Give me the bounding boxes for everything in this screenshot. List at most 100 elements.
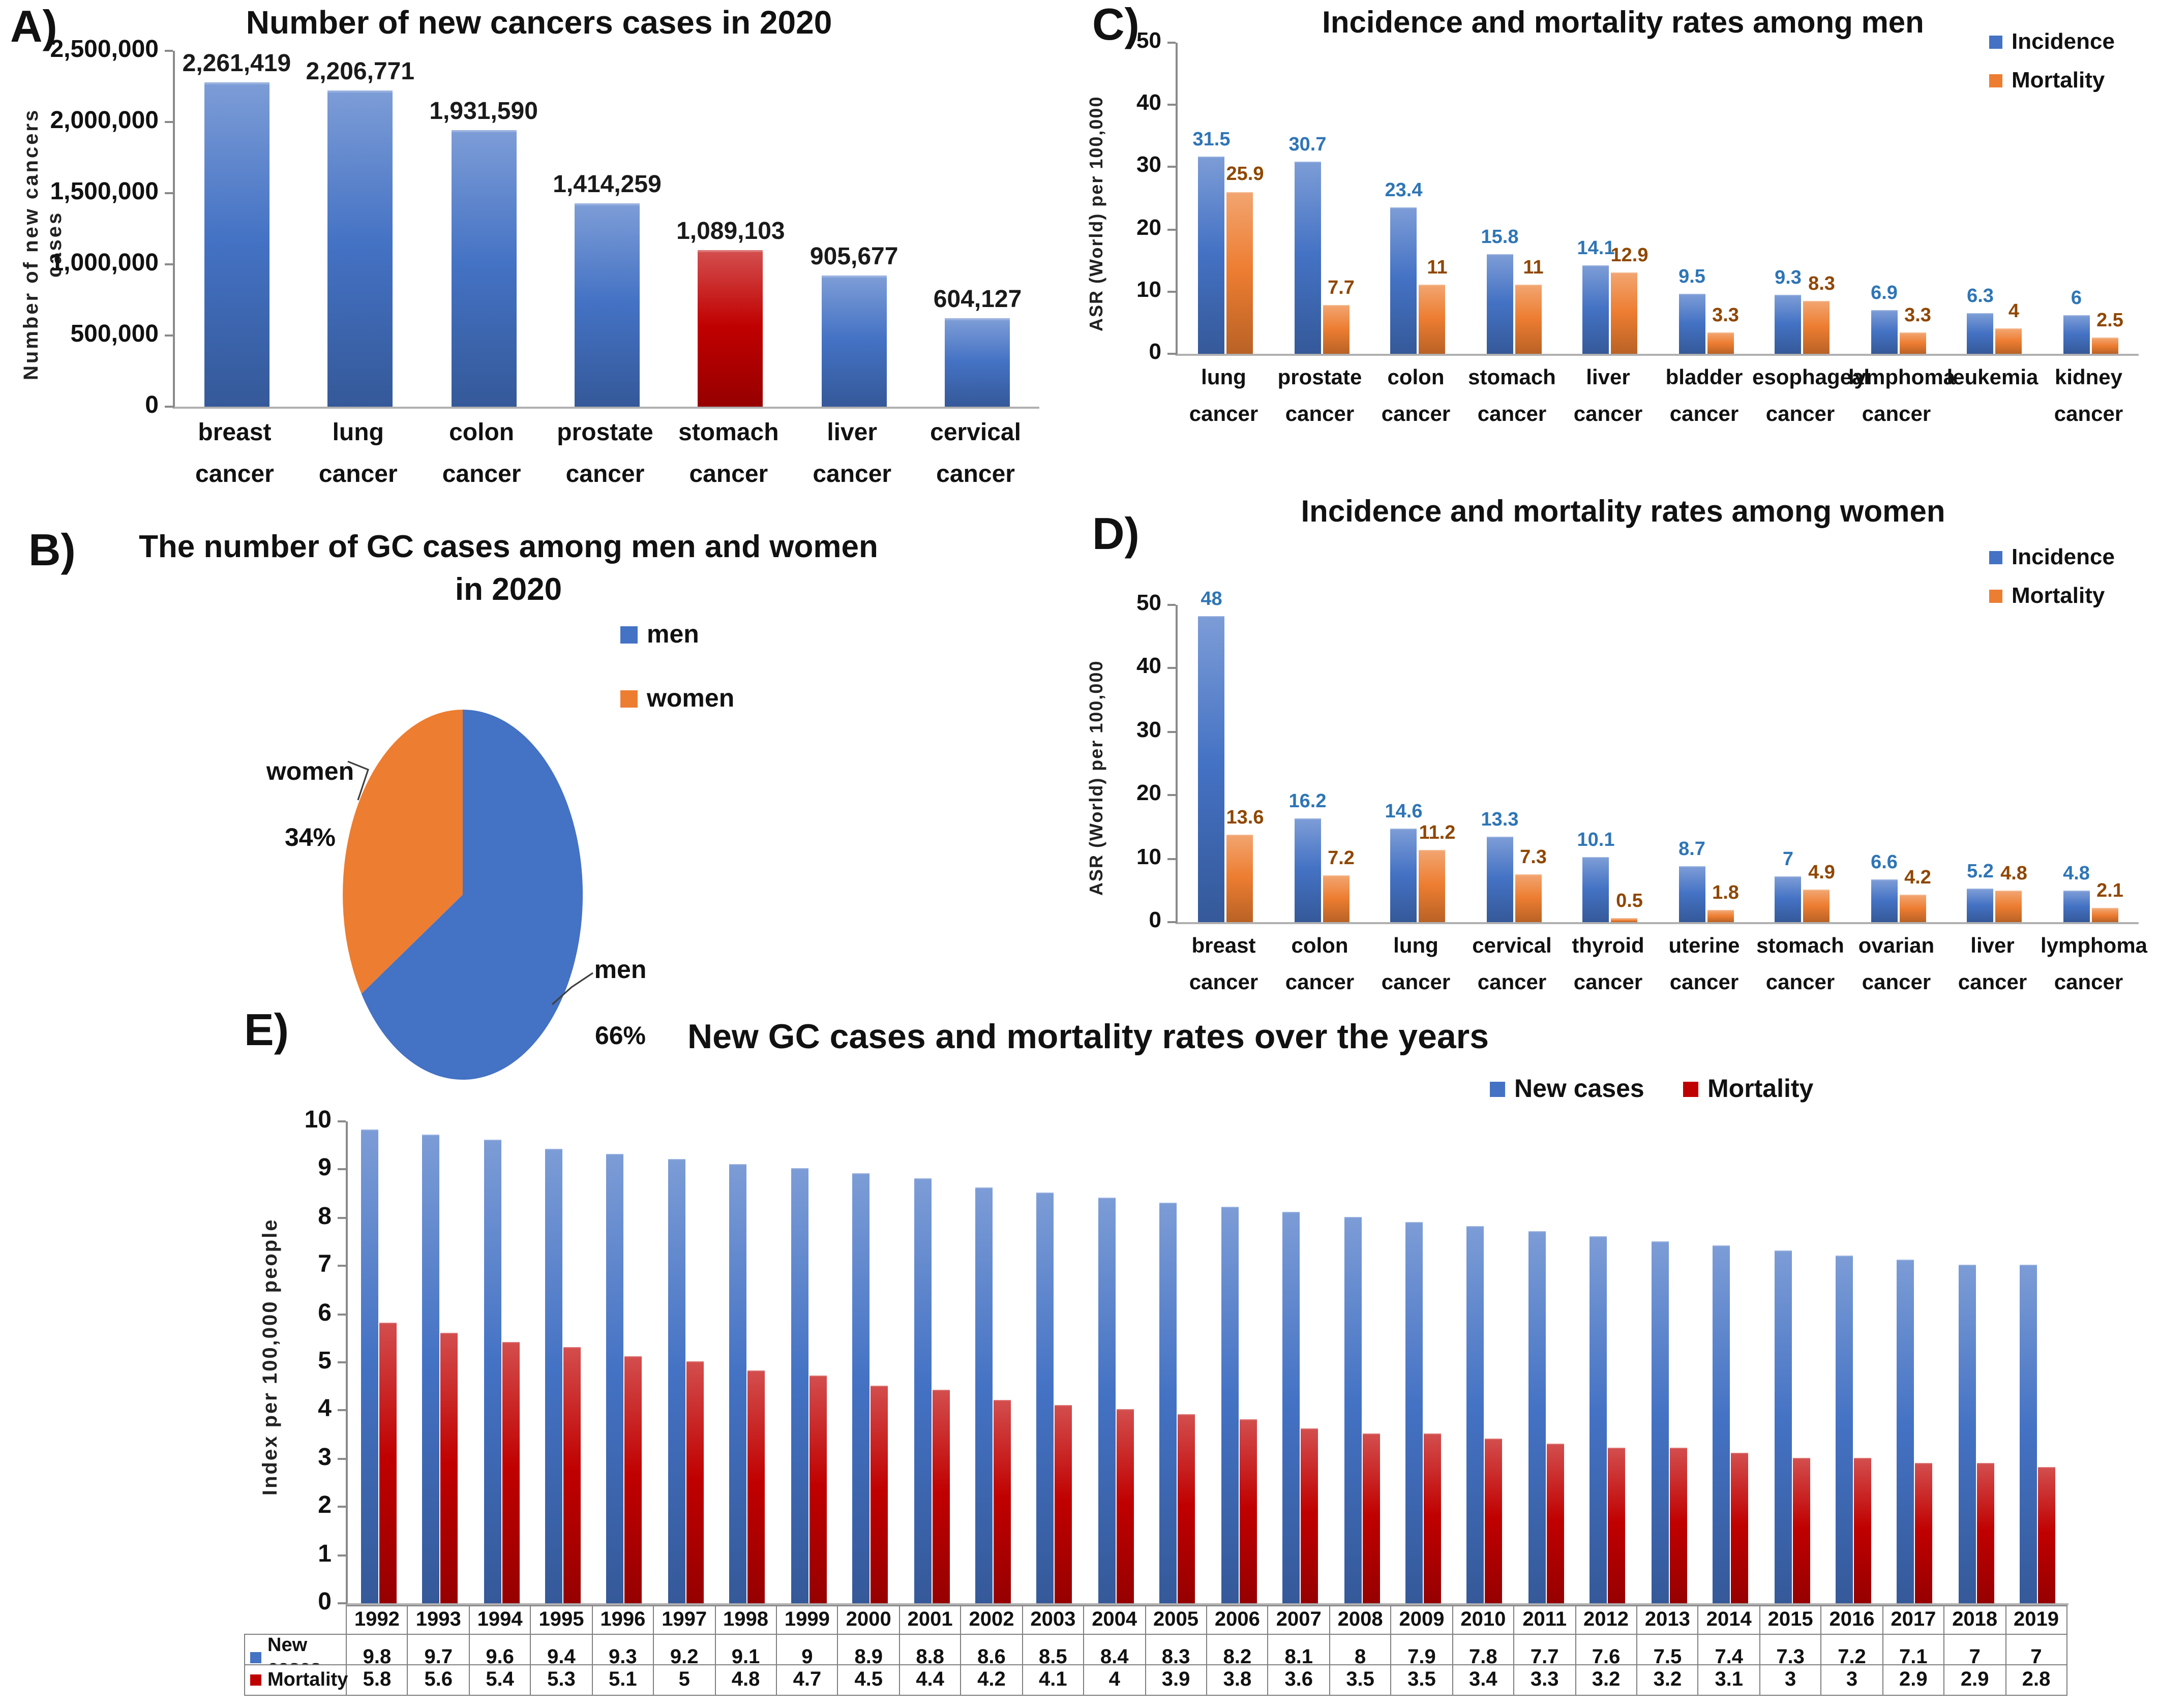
legend-item-men: men xyxy=(620,620,699,650)
table-year-cell-2006: 2006 xyxy=(1207,1606,1269,1635)
bar-2002-new-cases xyxy=(975,1187,993,1603)
y-tick-label: 9 xyxy=(318,1154,332,1182)
bar-1997-mortality xyxy=(686,1361,704,1603)
table-cell-mortality-2000: 4.5 xyxy=(838,1665,900,1696)
table-cell-mortality-2002: 4.2 xyxy=(961,1665,1023,1696)
incidence-swatch xyxy=(1989,35,2002,48)
category-label-liver-cancer: liver cancer xyxy=(1958,934,2027,994)
value-label-breast-cancer: 2,261,419 xyxy=(182,50,291,78)
panel-e-y-axis-label: Index per 100,000 people xyxy=(259,1218,282,1496)
pie-slice-men xyxy=(361,710,583,1080)
bar-2016-new-cases xyxy=(1836,1255,1853,1603)
bar-leukemia-incidence xyxy=(1967,313,1994,354)
table-cell-mortality-1996: 5.1 xyxy=(592,1665,654,1696)
table-year-cell-2016: 2016 xyxy=(1821,1606,1883,1635)
y-tick-label: 20 xyxy=(1136,214,1161,240)
bar-bladder-cancer-incidence xyxy=(1678,293,1705,354)
pie-women-pct: 34% xyxy=(284,823,336,851)
value-label-colon-cancer-mortality: 11 xyxy=(1427,257,1448,279)
mortality-swatch xyxy=(1989,589,2002,602)
leader-line-men xyxy=(551,972,593,1005)
bar-cervical-cancer-mortality xyxy=(1515,874,1542,922)
y-tick-label: 5 xyxy=(318,1347,332,1375)
value-label-stomach-cancer: 1,089,103 xyxy=(676,217,785,245)
bar-esophageal-cancer-incidence xyxy=(1775,295,1802,354)
table-cell-mortality-2012: 3.2 xyxy=(1576,1665,1637,1696)
bar-2005-new-cases xyxy=(1159,1202,1177,1603)
table-cell-mortality-2003: 4.1 xyxy=(1023,1665,1085,1696)
category-label-lymphoma-cancer: lymphoma cancer xyxy=(2041,934,2148,994)
bar-liver-cancer-mortality xyxy=(1995,891,2022,922)
bar-1993-mortality xyxy=(440,1332,458,1603)
panel-b-label: B) xyxy=(28,526,76,575)
legend-item-women: women xyxy=(620,684,734,714)
y-tick-mark xyxy=(165,334,173,337)
table-cell-mortality-2018: 2.9 xyxy=(1944,1665,2006,1696)
table-year-cell-1993: 1993 xyxy=(408,1606,470,1635)
value-label-breast-cancer-incidence: 48 xyxy=(1201,589,1222,611)
pie-callout-men: men 66% xyxy=(575,920,666,1052)
bar-kidney-cancer-mortality xyxy=(2091,337,2118,354)
value-label-lung-cancer-incidence: 31.5 xyxy=(1192,129,1231,151)
table-year-cell-2017: 2017 xyxy=(1883,1606,1945,1635)
y-tick-label: 7 xyxy=(318,1250,332,1278)
table-year-cell-2015: 2015 xyxy=(1760,1606,1822,1635)
bar-cervical-cancer-incidence xyxy=(1486,837,1513,922)
bar-leukemia-mortality xyxy=(1995,328,2022,354)
table-cell-mortality-1995: 5.3 xyxy=(531,1665,593,1696)
bar-2016-mortality xyxy=(1854,1457,1871,1603)
y-tick-mark xyxy=(1167,353,1176,355)
bar-lung-cancer-mortality xyxy=(1419,850,1446,922)
y-tick-label: 1,500,000 xyxy=(50,178,159,205)
bar-2001-mortality xyxy=(932,1390,950,1603)
y-tick-mark xyxy=(338,1168,346,1171)
category-label-prostate-cancer: prostate cancer xyxy=(557,419,653,488)
bar-2017-mortality xyxy=(1915,1462,1933,1603)
bar-stomach-cancer-mortality xyxy=(1803,890,1830,922)
table-year-cell-2011: 2011 xyxy=(1514,1606,1576,1635)
legend-new-cases-label: New cases xyxy=(1514,1075,1644,1103)
category-label-cervical-cancer: cervical cancer xyxy=(930,419,1021,488)
table-swatch-mortality xyxy=(250,1674,261,1686)
bar-kidney-cancer-incidence xyxy=(2063,315,2090,354)
table-row-label-mortality: Mortality xyxy=(267,1669,348,1690)
bar-liver-cancer-incidence xyxy=(1967,888,1994,922)
y-tick-label: 1 xyxy=(318,1540,332,1568)
y-tick-label: 20 xyxy=(1136,780,1161,806)
bar-prostate-cancer-incidence xyxy=(1294,162,1321,354)
table-cell-mortality-2017: 2.9 xyxy=(1883,1665,1945,1696)
panel-c: C) Incidence and mortality rates among m… xyxy=(1074,0,2159,493)
value-label-prostate-cancer: 1,414,259 xyxy=(553,171,662,198)
bar-colon-cancer-mortality xyxy=(1419,284,1446,354)
y-tick-mark xyxy=(1167,604,1176,606)
value-label-lung-cancer-incidence: 14.6 xyxy=(1385,801,1423,822)
y-tick-label: 6 xyxy=(318,1299,332,1327)
value-label-colon-cancer: 1,931,590 xyxy=(429,97,538,125)
table-cell-mortality-2013: 3.2 xyxy=(1637,1665,1699,1696)
mortality-swatch xyxy=(1989,74,2002,87)
table-year-cell-2009: 2009 xyxy=(1391,1606,1453,1635)
category-label-lung-cancer: lung cancer xyxy=(1189,366,1258,426)
table-cell-mortality-2007: 3.6 xyxy=(1268,1665,1330,1696)
bar-2001-new-cases xyxy=(914,1178,932,1603)
bar-colon-cancer xyxy=(451,130,517,407)
bar-2012-new-cases xyxy=(1590,1236,1607,1603)
legend-incidence-label: Incidence xyxy=(2012,28,2115,54)
category-label-liver-cancer: liver cancer xyxy=(813,419,892,488)
table-year-cell-2003: 2003 xyxy=(1023,1606,1085,1635)
bar-2010-new-cases xyxy=(1466,1226,1484,1603)
legend-item-new-cases: New cases xyxy=(1490,1075,1644,1104)
bar-1994-mortality xyxy=(502,1342,520,1603)
value-label-ovarian-cancer-incidence: 6.6 xyxy=(1871,851,1898,873)
bar-2018-mortality xyxy=(1976,1462,1994,1603)
bar-cervical-cancer xyxy=(945,318,1010,407)
pie-slice-women xyxy=(343,710,463,994)
y-tick-label: 30 xyxy=(1136,716,1161,742)
y-tick-mark xyxy=(1167,730,1176,733)
panel-c-y-axis-label: ASR (World) per 100,000 xyxy=(1086,96,1106,331)
category-label-lymphoma-cancer: lymphoma cancer xyxy=(1848,366,1956,426)
bar-uterine-cancer-incidence xyxy=(1678,866,1705,922)
table-year-cell-2012: 2012 xyxy=(1576,1606,1637,1635)
bar-2015-mortality xyxy=(1792,1457,1810,1603)
bar-lymphoma-cancer-mortality xyxy=(1899,332,1926,354)
